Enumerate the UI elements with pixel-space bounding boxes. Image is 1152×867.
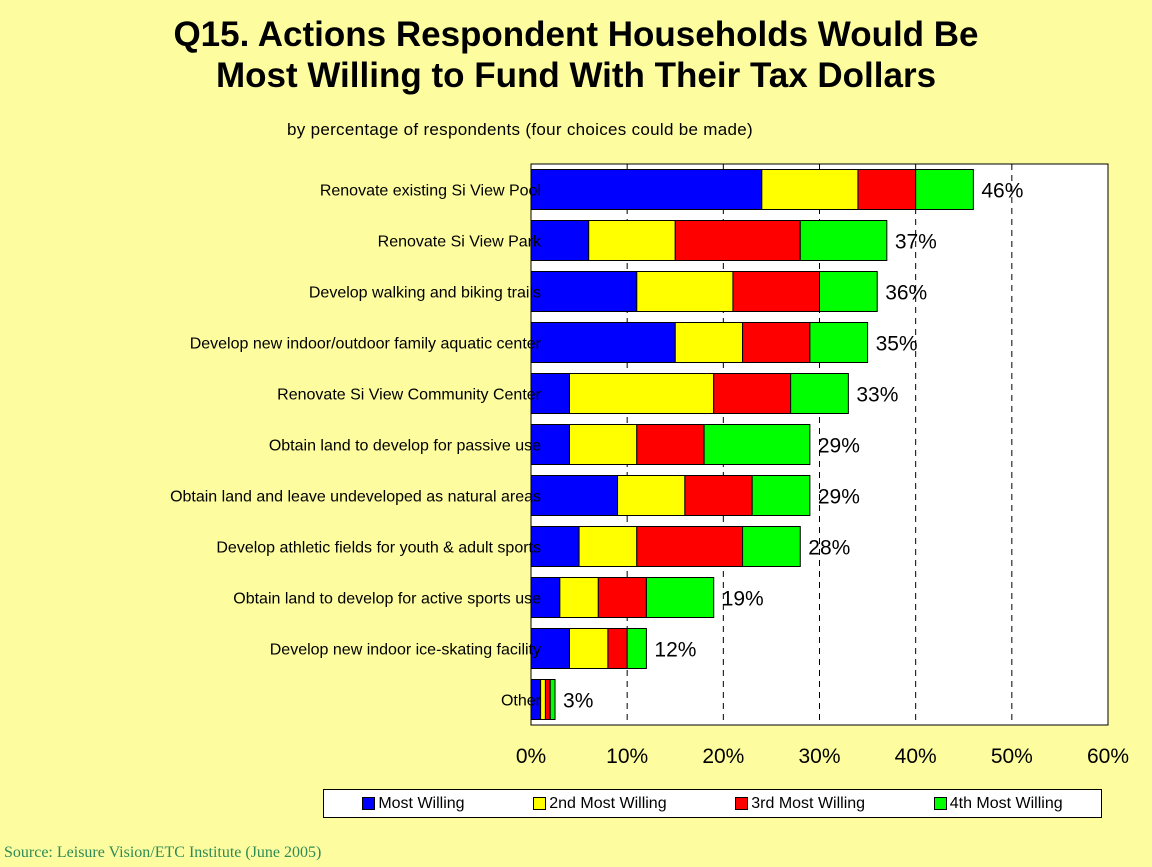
bar-segment	[674, 322, 744, 363]
bar-segment	[568, 628, 609, 669]
total-label: 46%	[981, 180, 1023, 203]
x-tick-label: 50%	[991, 745, 1033, 768]
bar-segment	[530, 322, 676, 363]
legend-label: Most Willing	[378, 794, 465, 812]
source-note: Source: Leisure Vision/ETC Institute (Ju…	[4, 844, 322, 861]
bar-segment	[578, 526, 638, 567]
x-tick-label: 40%	[895, 745, 937, 768]
category-label: Other	[501, 693, 542, 710]
bar-segment	[732, 271, 821, 312]
legend-swatch	[735, 797, 749, 810]
category-label: Develop athletic fields for youth & adul…	[216, 540, 541, 557]
bar-segment	[809, 322, 869, 363]
bar-segment	[617, 475, 686, 516]
bar-segment	[742, 322, 811, 363]
category-label: Develop new indoor/outdoor family aquati…	[190, 336, 542, 353]
total-label: 29%	[818, 486, 860, 509]
title-line-2: Most Willing to Fund With Their Tax Doll…	[215, 56, 937, 95]
bar-segment	[713, 373, 792, 414]
bar-segment	[540, 679, 546, 720]
legend-label: 2nd Most Willing	[549, 794, 667, 812]
bar-segment	[915, 169, 974, 210]
bar-segment	[588, 220, 676, 261]
legend-label: 4th Most Willing	[949, 794, 1063, 812]
x-tick-label: 60%	[1087, 745, 1129, 768]
bar-segment	[645, 577, 715, 618]
total-label: 3%	[563, 690, 593, 713]
bar-segment	[674, 220, 801, 261]
bar-segment	[530, 424, 570, 465]
total-label: 37%	[895, 231, 937, 254]
total-label: 33%	[856, 384, 898, 407]
legend-item: 4th Most Willing	[933, 794, 1063, 813]
total-label: 35%	[876, 333, 918, 356]
legend-swatch	[933, 797, 947, 810]
category-label: Obtain land to develop for active sports…	[233, 591, 541, 608]
bar-segment	[790, 373, 849, 414]
bar-segment	[544, 679, 551, 720]
bar-segment	[607, 628, 628, 669]
bar-segment	[684, 475, 753, 516]
category-label: Renovate Si View Community Center	[277, 387, 541, 404]
category-label: Renovate existing Si View Pool	[320, 183, 541, 200]
bar-segment	[857, 169, 917, 210]
bar-segment	[751, 475, 811, 516]
bar-segment	[597, 577, 647, 618]
x-tick-label: 20%	[702, 745, 744, 768]
chart-title: Q15. Actions Respondent Households Would…	[0, 14, 1152, 96]
legend-label: 3rd Most Willing	[751, 794, 866, 812]
legend-item: 3rd Most Willing	[735, 795, 865, 813]
category-label: Obtain land to develop for passive use	[269, 438, 541, 455]
bar-segment	[530, 271, 638, 312]
legend-item: Most Willing	[362, 794, 465, 813]
chart-subtitle: by percentage of respondents (four choic…	[287, 120, 753, 139]
bar-segment	[799, 220, 888, 261]
bar-segment	[742, 526, 801, 567]
legend-item: 2nd Most Willing	[533, 794, 667, 813]
x-tick-label: 10%	[606, 745, 648, 768]
legend-swatch	[533, 797, 547, 810]
total-label: 29%	[818, 435, 860, 458]
bar-segment	[559, 577, 599, 618]
bar-segment	[819, 271, 878, 312]
bar-segment	[530, 220, 590, 261]
category-label: Renovate Si View Park	[378, 234, 542, 251]
x-tick-label: 0%	[516, 745, 546, 768]
legend-swatch	[362, 797, 376, 810]
chart-legend: Most Willing 2nd Most Willing 3rd Most Wil…	[323, 789, 1102, 818]
total-label: 28%	[808, 537, 850, 560]
total-label: 19%	[722, 588, 764, 611]
bar-segment	[530, 475, 619, 516]
total-label: 36%	[885, 282, 927, 305]
bar-segment	[636, 526, 744, 567]
bar-segment	[568, 373, 715, 414]
bar-segment	[530, 169, 763, 210]
bar-segment	[761, 169, 859, 210]
bar-segment	[549, 679, 556, 720]
title-line-1: Q15. Actions Respondent Households Would…	[173, 15, 979, 54]
category-label: Obtain land and leave undeveloped as nat…	[170, 489, 541, 506]
bar-segment	[636, 424, 705, 465]
bar-segment	[530, 628, 570, 669]
bar-segment	[703, 424, 811, 465]
x-tick-label: 30%	[798, 745, 840, 768]
category-label: Develop new indoor ice-skating facility	[270, 642, 541, 659]
bar-segment	[626, 628, 647, 669]
bar-segment	[636, 271, 734, 312]
bar-segment	[568, 424, 638, 465]
category-label: Develop walking and biking trails	[309, 285, 541, 302]
total-label: 12%	[654, 639, 696, 662]
